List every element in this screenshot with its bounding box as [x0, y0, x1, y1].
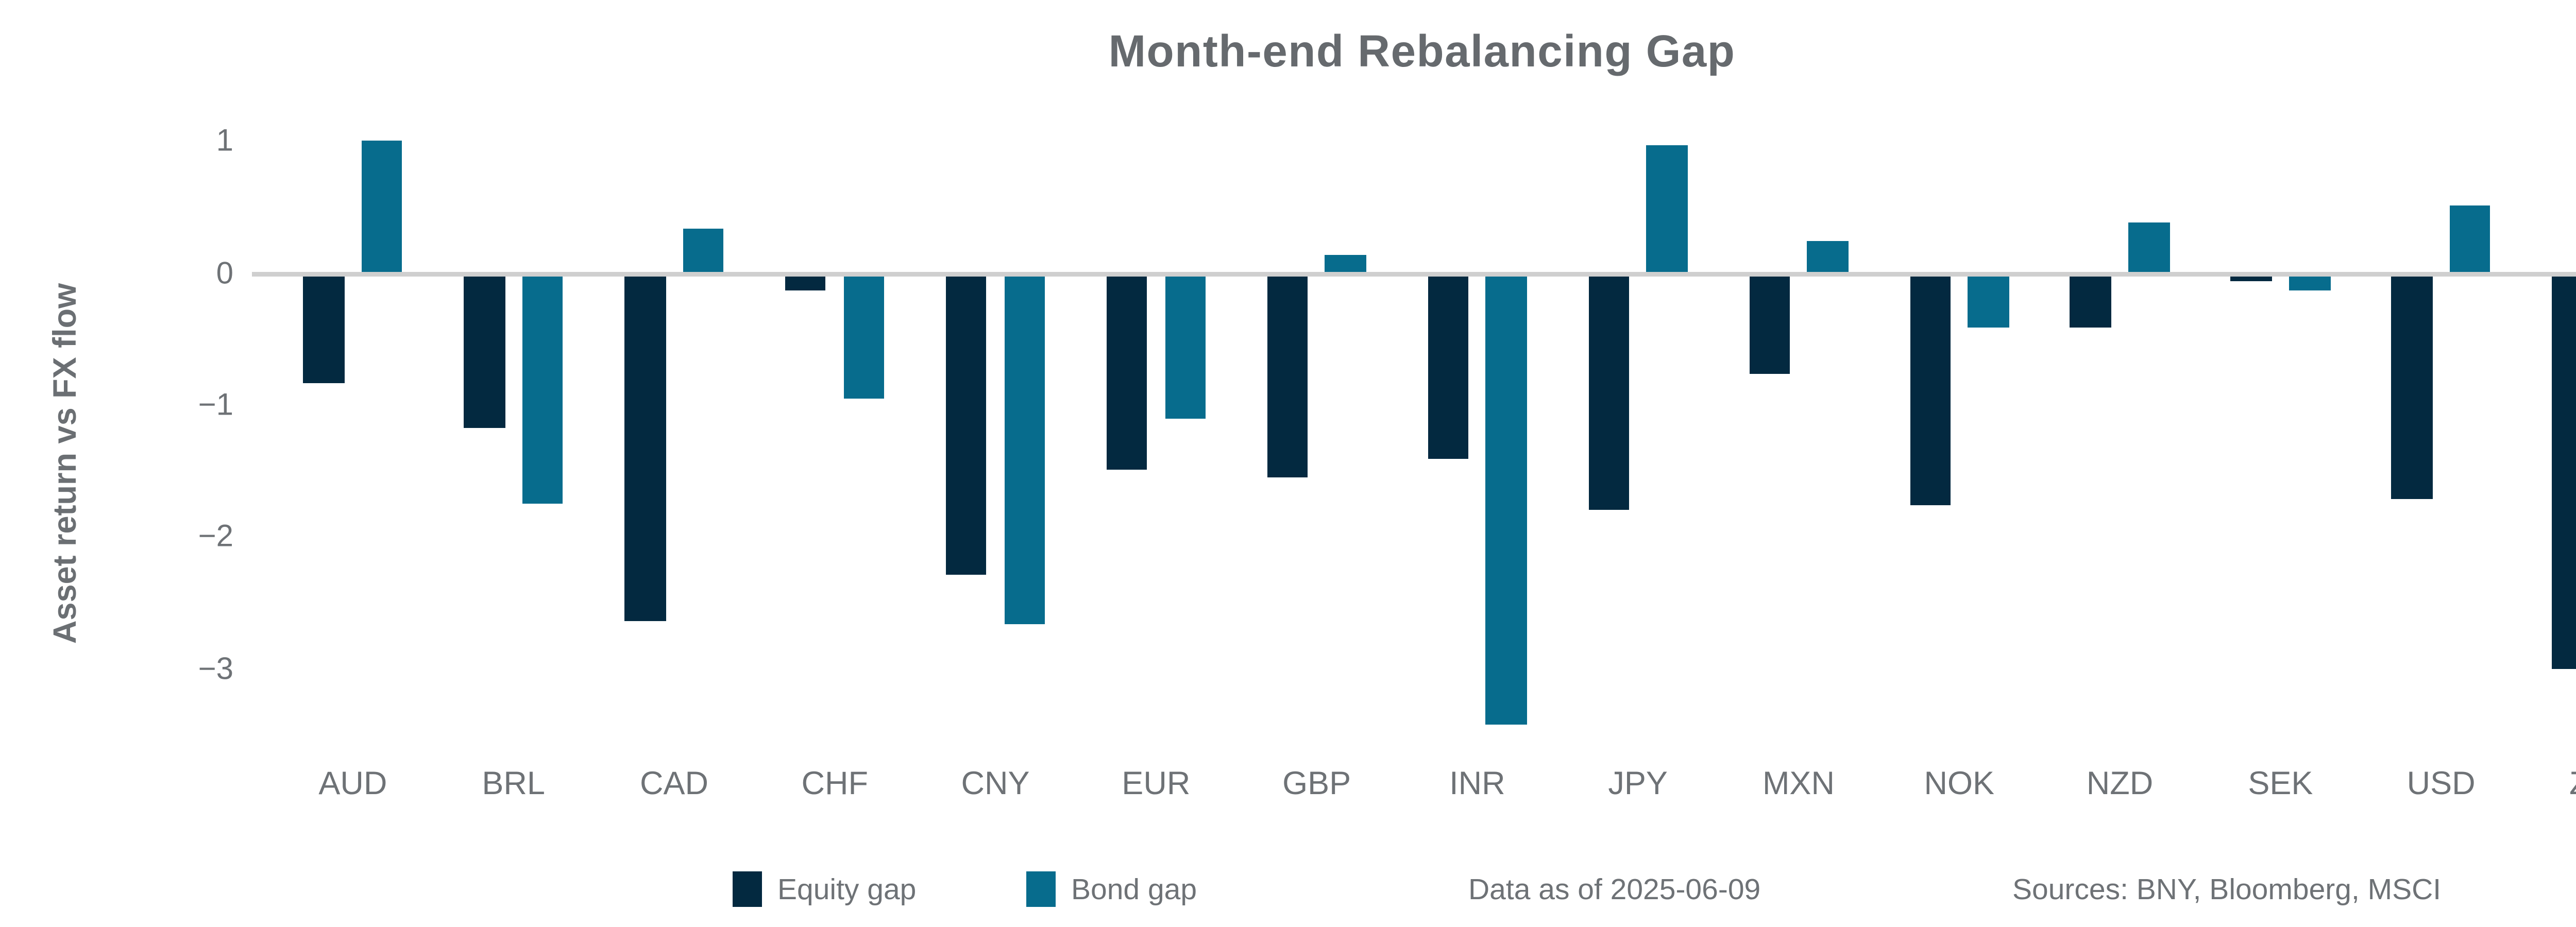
bar-bond-aud [361, 140, 403, 272]
legend-swatch-bond [1026, 871, 1056, 907]
bar-bond-nok [1968, 277, 2009, 328]
x-axis-label-eur: EUR [1122, 766, 1191, 802]
bar-equity-jpy [1588, 277, 1630, 510]
x-axis-label-nzd: NZD [2086, 766, 2154, 802]
x-axis-label-sek: SEK [2248, 766, 2313, 802]
x-axis-label-jpy: JPY [1608, 766, 1668, 802]
x-axis-label-zar: ZAR [2521, 766, 2576, 803]
bar-equity-gbp [1267, 277, 1308, 477]
chart-title: Month-end Rebalancing Gap [1108, 28, 1736, 77]
x-axis-label-cny: CNY [961, 766, 1030, 802]
bar-equity-eur [1106, 277, 1148, 469]
bar-bond-brl [522, 277, 563, 504]
sources-note: Sources: BNY, Bloomberg, MSCI [2012, 874, 2442, 907]
bar-bond-jpy [1646, 145, 1688, 272]
bar-equity-nzd [2070, 277, 2111, 328]
y-tick-label: −3 [198, 652, 233, 686]
bar-equity-cad [624, 277, 666, 621]
bar-equity-nok [1909, 277, 1951, 505]
x-axis-label-nok: NOK [1924, 766, 1995, 802]
y-tick-label: 1 [216, 125, 233, 159]
x-axis-label-brl: BRL [482, 766, 545, 802]
bar-equity-inr [1428, 277, 1469, 459]
legend-label-bond: Bond gap [1071, 874, 1197, 907]
data-as-of-note: Data as of 2025-06-09 [1468, 874, 1761, 907]
bar-equity-sek [2231, 277, 2272, 281]
y-tick-label: 0 [216, 256, 233, 291]
x-axis-label-aud: AUD [318, 766, 387, 802]
zero-gridline [252, 272, 2576, 277]
bar-bond-cad [683, 228, 724, 272]
x-axis-label-cad: CAD [639, 766, 708, 802]
bar-bond-chf [843, 277, 885, 398]
bar-bond-mxn [1807, 240, 1849, 272]
bar-equity-chf [785, 277, 826, 290]
bar-equity-cny [945, 277, 987, 575]
legend-swatch-equity [733, 871, 762, 907]
bar-bond-usd [2449, 205, 2491, 272]
bar-equity-zar [2552, 277, 2576, 670]
x-axis-label-chf: CHF [801, 766, 868, 802]
bar-equity-mxn [1749, 277, 1790, 374]
bar-equity-aud [303, 277, 345, 384]
bar-equity-brl [464, 277, 505, 428]
bar-equity-usd [2391, 277, 2433, 500]
x-axis-label-inr: INR [1449, 766, 1505, 802]
x-axis-label-usd: USD [2406, 766, 2476, 802]
y-tick-label: −2 [198, 520, 233, 555]
x-axis-label-mxn: MXN [1762, 766, 1835, 802]
bar-bond-gbp [1325, 254, 1366, 272]
y-axis-title: Asset return vs FX flow [48, 283, 83, 644]
bar-bond-eur [1164, 277, 1206, 419]
bar-bond-cny [1004, 277, 1045, 625]
legend-label-equity: Equity gap [777, 874, 917, 907]
bar-bond-nzd [2128, 223, 2170, 272]
y-tick-label: −1 [198, 388, 233, 423]
bar-bond-sek [2289, 277, 2330, 290]
x-axis-label-gbp: GBP [1282, 766, 1351, 802]
bar-bond-inr [1486, 277, 1527, 725]
